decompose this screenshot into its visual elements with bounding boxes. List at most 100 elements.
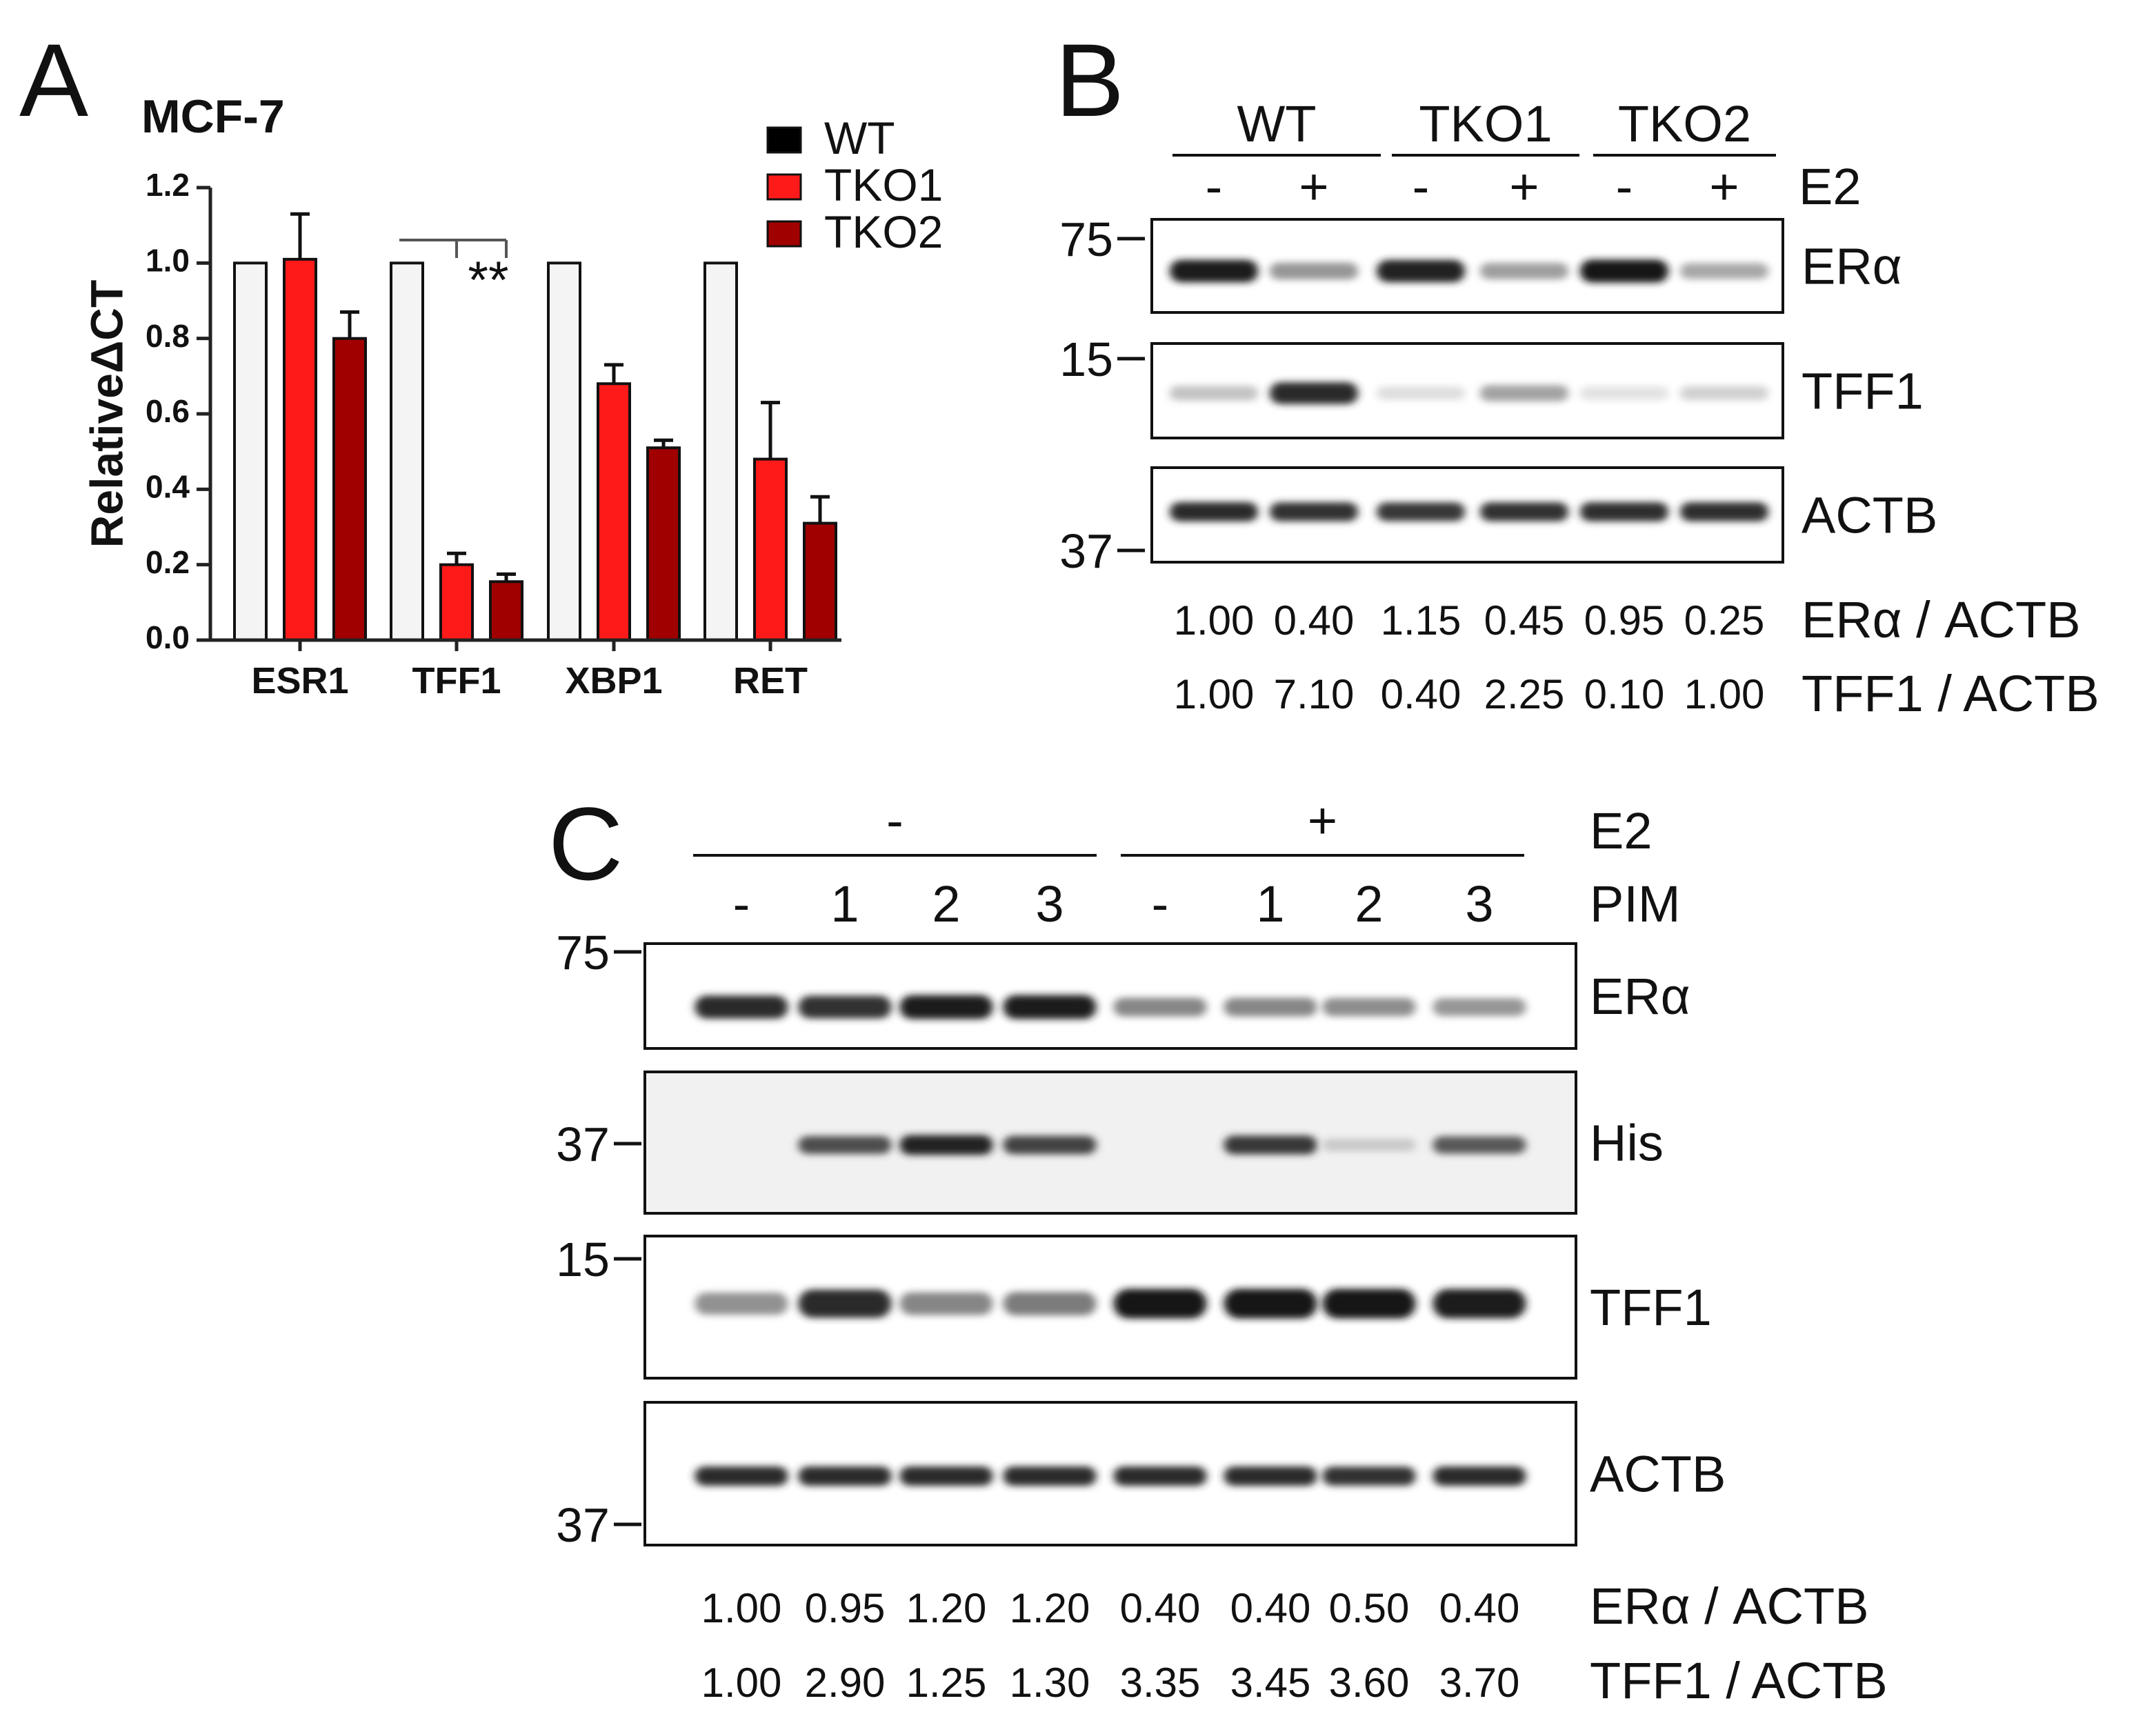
band <box>899 1135 993 1155</box>
group-label-tko2: TKO2 <box>1618 95 1751 152</box>
mw-marker-label: 15 <box>556 1233 610 1286</box>
legend-label-tko1: TKO1 <box>824 159 943 210</box>
band <box>1322 1138 1416 1152</box>
treatment-group-1: + <box>1308 792 1337 849</box>
bar-wt-ret <box>703 261 738 642</box>
blot-label: ACTB <box>1590 1446 1726 1503</box>
quant-value: 0.40 <box>1274 597 1355 644</box>
band <box>798 995 892 1019</box>
band <box>695 1292 788 1315</box>
panel-c-letter: C <box>548 786 623 902</box>
blot-tff1: TFF1 <box>643 1235 1712 1380</box>
band <box>1003 995 1097 1019</box>
treatment-2: - <box>1413 158 1430 215</box>
quant-value: 0.40 <box>1439 1585 1520 1631</box>
mw-marker-label: 75 <box>556 926 610 979</box>
panel-a-letter: A <box>19 22 88 138</box>
band <box>1433 998 1526 1016</box>
pim-4: - <box>1152 875 1169 933</box>
y-tick-label: 1.2 <box>146 167 190 203</box>
pim-7: 3 <box>1465 875 1493 933</box>
quant-value: 2.90 <box>805 1660 886 1706</box>
band <box>798 1289 892 1318</box>
quant-value: 0.40 <box>1120 1585 1201 1631</box>
blot-his: His <box>643 1071 1664 1215</box>
quant-label: ERα / ACTB <box>1590 1577 1869 1635</box>
panel-c-treatment-label: E2 <box>1590 802 1653 859</box>
quant-label: TFF1 / ACTB <box>1801 665 2099 722</box>
band <box>1224 997 1317 1017</box>
quant-value: 1.00 <box>701 1660 782 1706</box>
band <box>1680 386 1768 401</box>
band <box>1224 1466 1317 1486</box>
band <box>1377 259 1465 283</box>
x-tick-label: RET <box>733 660 808 701</box>
band <box>1170 259 1258 283</box>
y-axis: 0.0 0.2 0.4 0.6 0.8 1.0 1.2 <box>146 167 212 655</box>
band <box>1680 263 1768 279</box>
band <box>1270 502 1358 521</box>
band <box>1580 502 1668 521</box>
blot-er: ERα <box>643 942 1690 1050</box>
band <box>1480 385 1568 401</box>
pim-5: 1 <box>1256 875 1284 933</box>
quant-value: 3.60 <box>1329 1660 1410 1706</box>
band <box>1377 502 1465 521</box>
blot-actb: ACTB <box>643 1401 1726 1546</box>
group-label-wt: WT <box>1237 95 1316 152</box>
y-axis-label: RelativeΔCT <box>81 280 132 548</box>
legend-swatch-tko1 <box>766 173 802 201</box>
x-tick-label: TFF1 <box>412 660 501 701</box>
band <box>798 1466 892 1486</box>
quant-value: 3.45 <box>1230 1660 1311 1706</box>
treatment-1: + <box>1299 158 1328 215</box>
panel-a: A MCF-7 RelativeΔCT 0.0 0.2 0.4 0.6 0.8 1.0 1.… <box>19 22 943 701</box>
mw-marker-label: 15 <box>1059 332 1113 386</box>
panel-c: C E2 PIM - +- 1 2 3-1 2 3ERαHisTFF1ACTB7537153… <box>548 786 1888 1709</box>
y-tick-label: 0.4 <box>146 468 190 504</box>
quant-value: 2.25 <box>1484 671 1565 717</box>
bar-tko1-esr1 <box>283 257 317 642</box>
quant-value: 1.25 <box>906 1660 987 1706</box>
group-label-tko1: TKO1 <box>1419 95 1552 152</box>
legend-label-wt: WT <box>824 112 895 163</box>
band <box>1580 386 1668 400</box>
pim-3: 3 <box>1035 875 1064 933</box>
quant-value: 1.20 <box>906 1585 987 1631</box>
band <box>899 1292 993 1315</box>
legend-swatch-tko2 <box>766 220 802 248</box>
band <box>899 995 993 1019</box>
quant-label: ERα / ACTB <box>1801 591 2081 648</box>
quant-value: 1.30 <box>1010 1660 1090 1706</box>
panel-a-title: MCF-7 <box>141 90 285 143</box>
significance-bracket: ** <box>399 239 509 310</box>
treatment-group-0: - <box>886 792 904 849</box>
mw-marker-label: 37 <box>1059 524 1113 578</box>
treatment-3: + <box>1509 158 1539 215</box>
treatment-5: + <box>1709 158 1739 215</box>
bar-chart: RelativeΔCT 0.0 0.2 0.4 0.6 0.8 1.0 1.2 ESR1 TF… <box>81 112 943 701</box>
bars <box>233 212 837 642</box>
pim-2: 2 <box>932 875 960 933</box>
panel-c-pim-label: PIM <box>1590 875 1681 933</box>
band <box>1580 259 1668 283</box>
y-tick-label: 1.0 <box>146 242 190 278</box>
quant-value: 1.00 <box>1684 671 1765 717</box>
panel-b-letter: B <box>1055 22 1124 138</box>
quant-label: TFF1 / ACTB <box>1590 1652 1888 1709</box>
blot-actb: ACTB <box>1150 466 1937 564</box>
bar-tko2-ret <box>803 521 837 641</box>
band <box>1322 997 1416 1017</box>
panel-b: B E2 WT TKO1 TKO2 - + - + - + ERα TFF1 ACTB 75 15 37 1.… <box>1055 22 2099 722</box>
bar-wt-esr1 <box>233 261 268 642</box>
quant-value: 1.20 <box>1010 1585 1090 1631</box>
band <box>1322 1288 1416 1319</box>
band <box>1270 262 1358 280</box>
blot-tff1: TFF1 <box>1150 342 1924 439</box>
blot-label: TFF1 <box>1801 363 1924 420</box>
band <box>1322 1466 1416 1486</box>
pim-0: - <box>733 875 750 933</box>
blot-label: ERα <box>1590 968 1690 1025</box>
